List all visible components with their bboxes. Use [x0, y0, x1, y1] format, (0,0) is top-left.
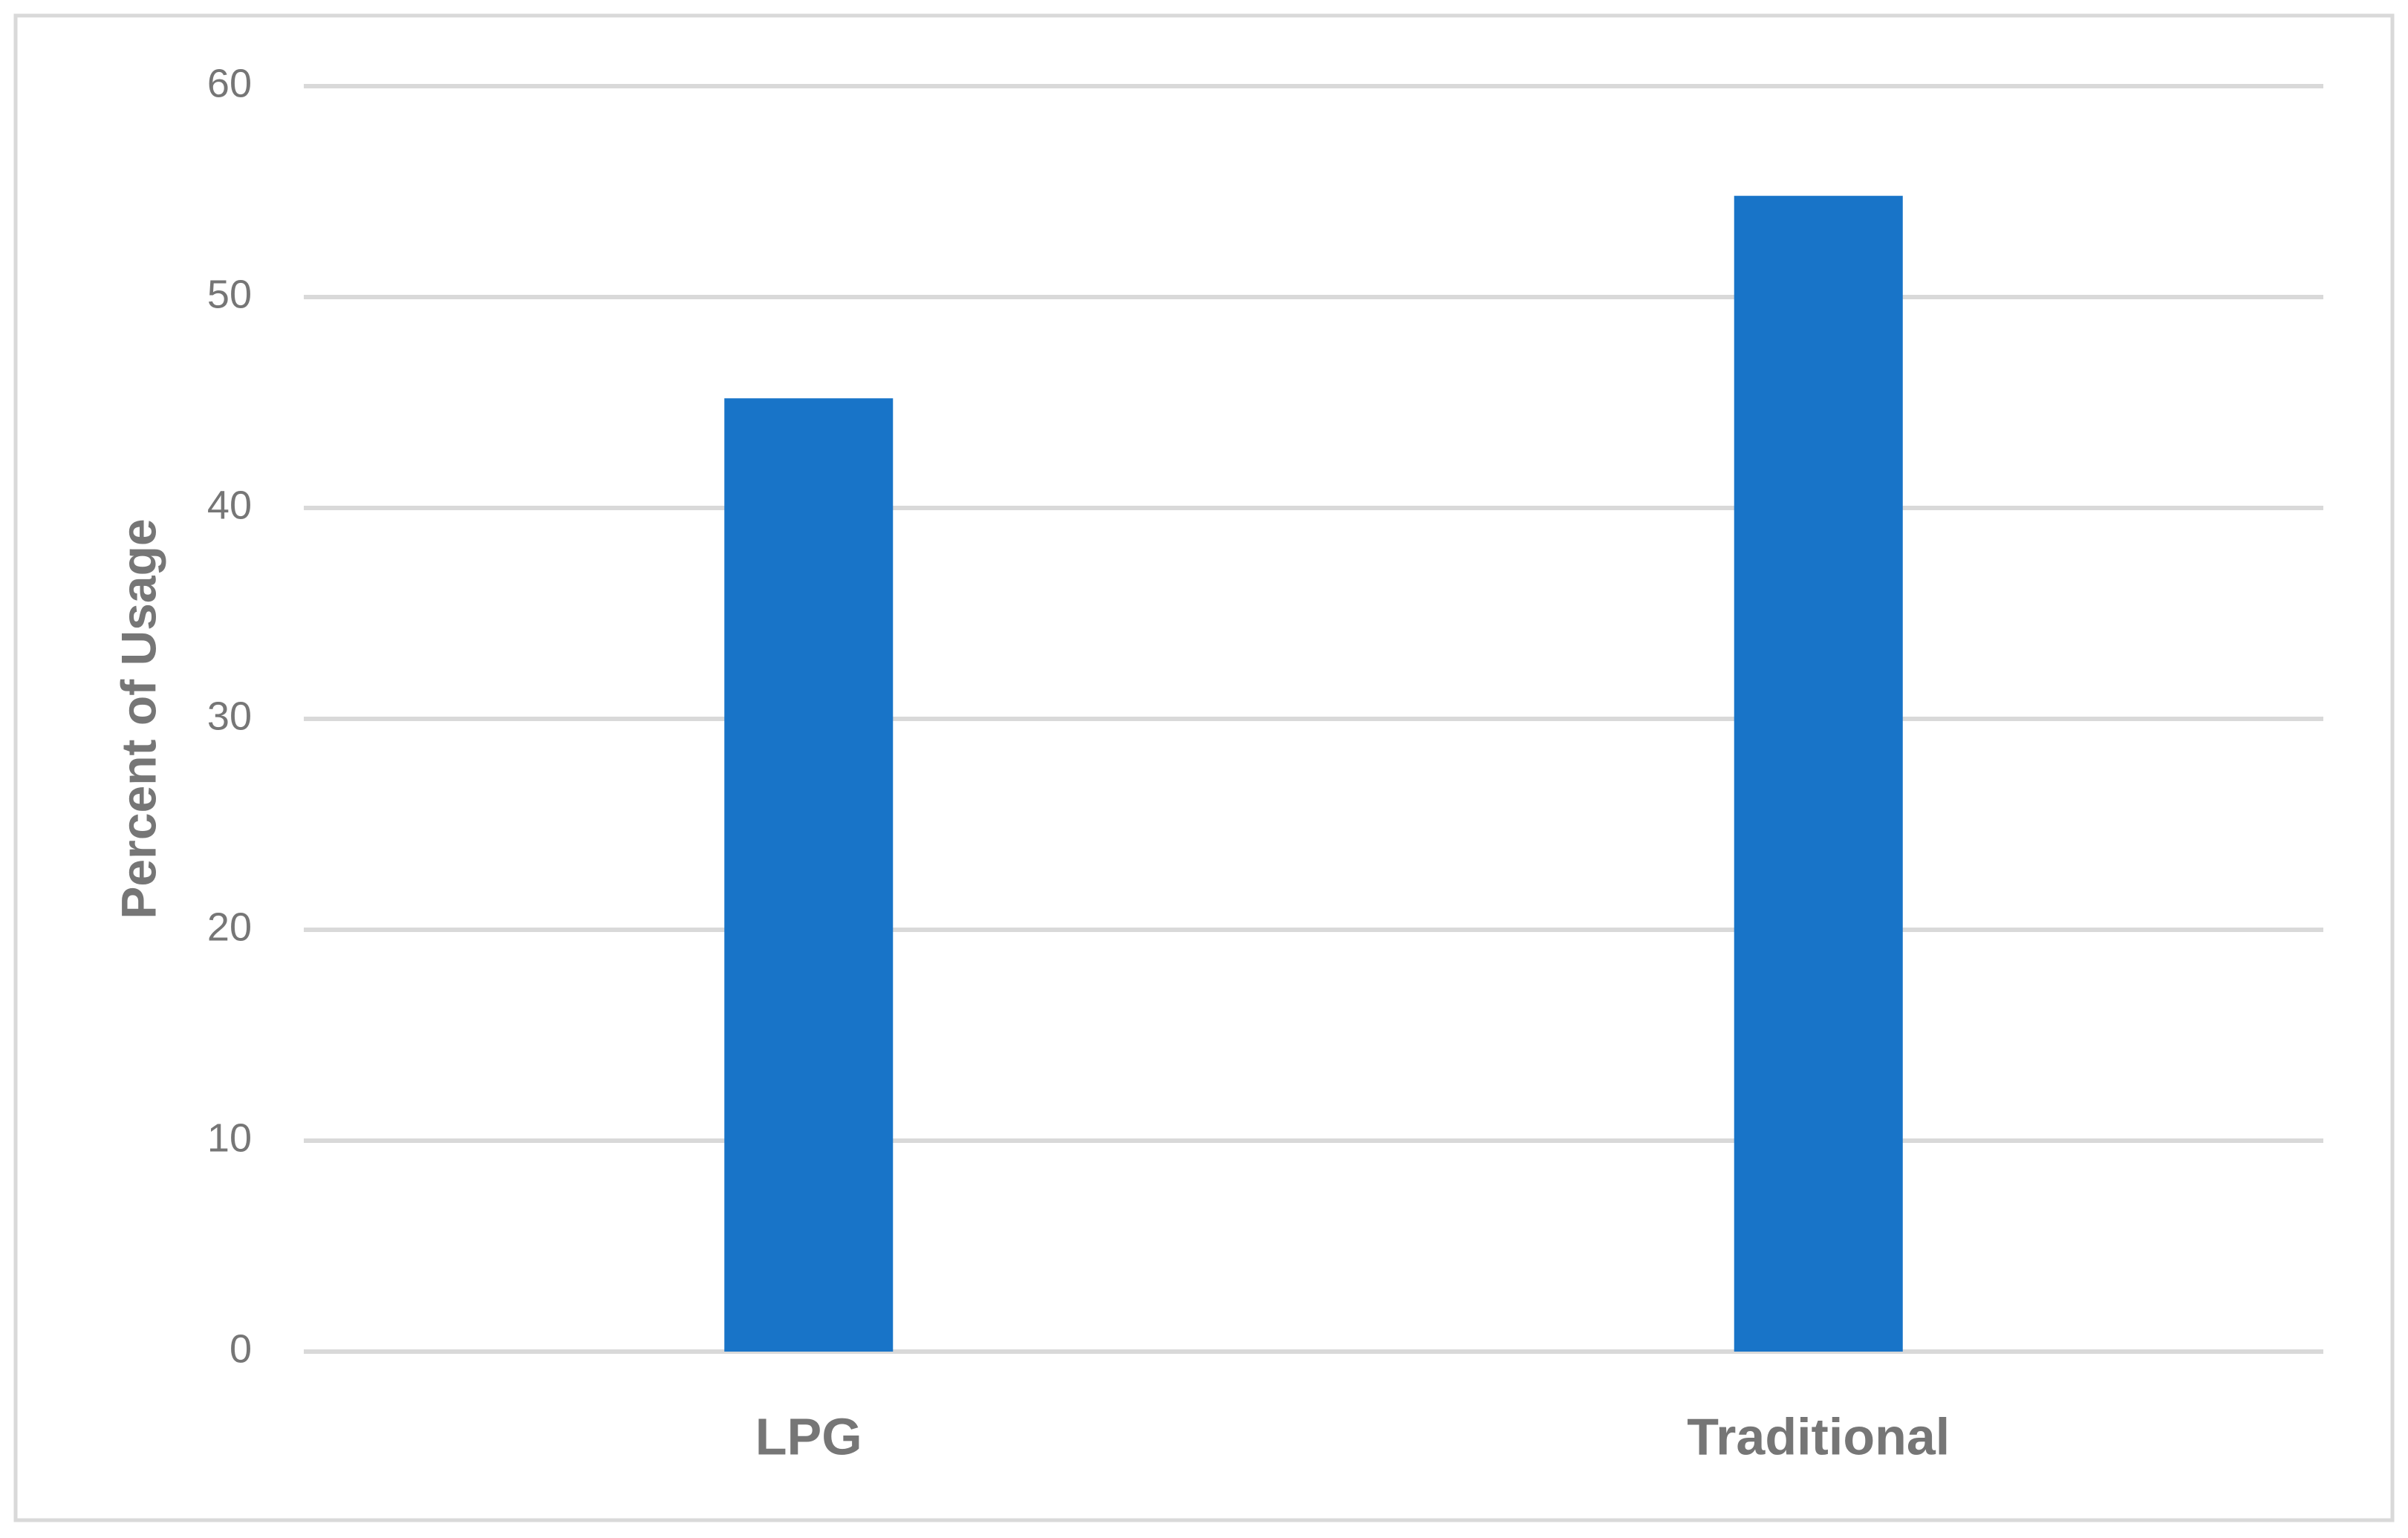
x-tick-label: LPG — [755, 1407, 862, 1465]
chart-border — [13, 13, 2395, 1522]
y-tick-label: 0 — [230, 1326, 252, 1371]
x-tick-label: Traditional — [1687, 1407, 1950, 1465]
y-tick-label: 50 — [207, 272, 252, 316]
bar — [1734, 195, 1903, 1352]
bar — [724, 398, 894, 1352]
y-tick-label: 10 — [207, 1115, 252, 1160]
y-tick-label: 60 — [207, 61, 252, 105]
y-tick-label: 20 — [207, 905, 252, 949]
y-axis-title: Percent of Usage — [111, 518, 166, 919]
y-tick-label: 30 — [207, 694, 252, 738]
y-tick-label: 40 — [207, 483, 252, 527]
